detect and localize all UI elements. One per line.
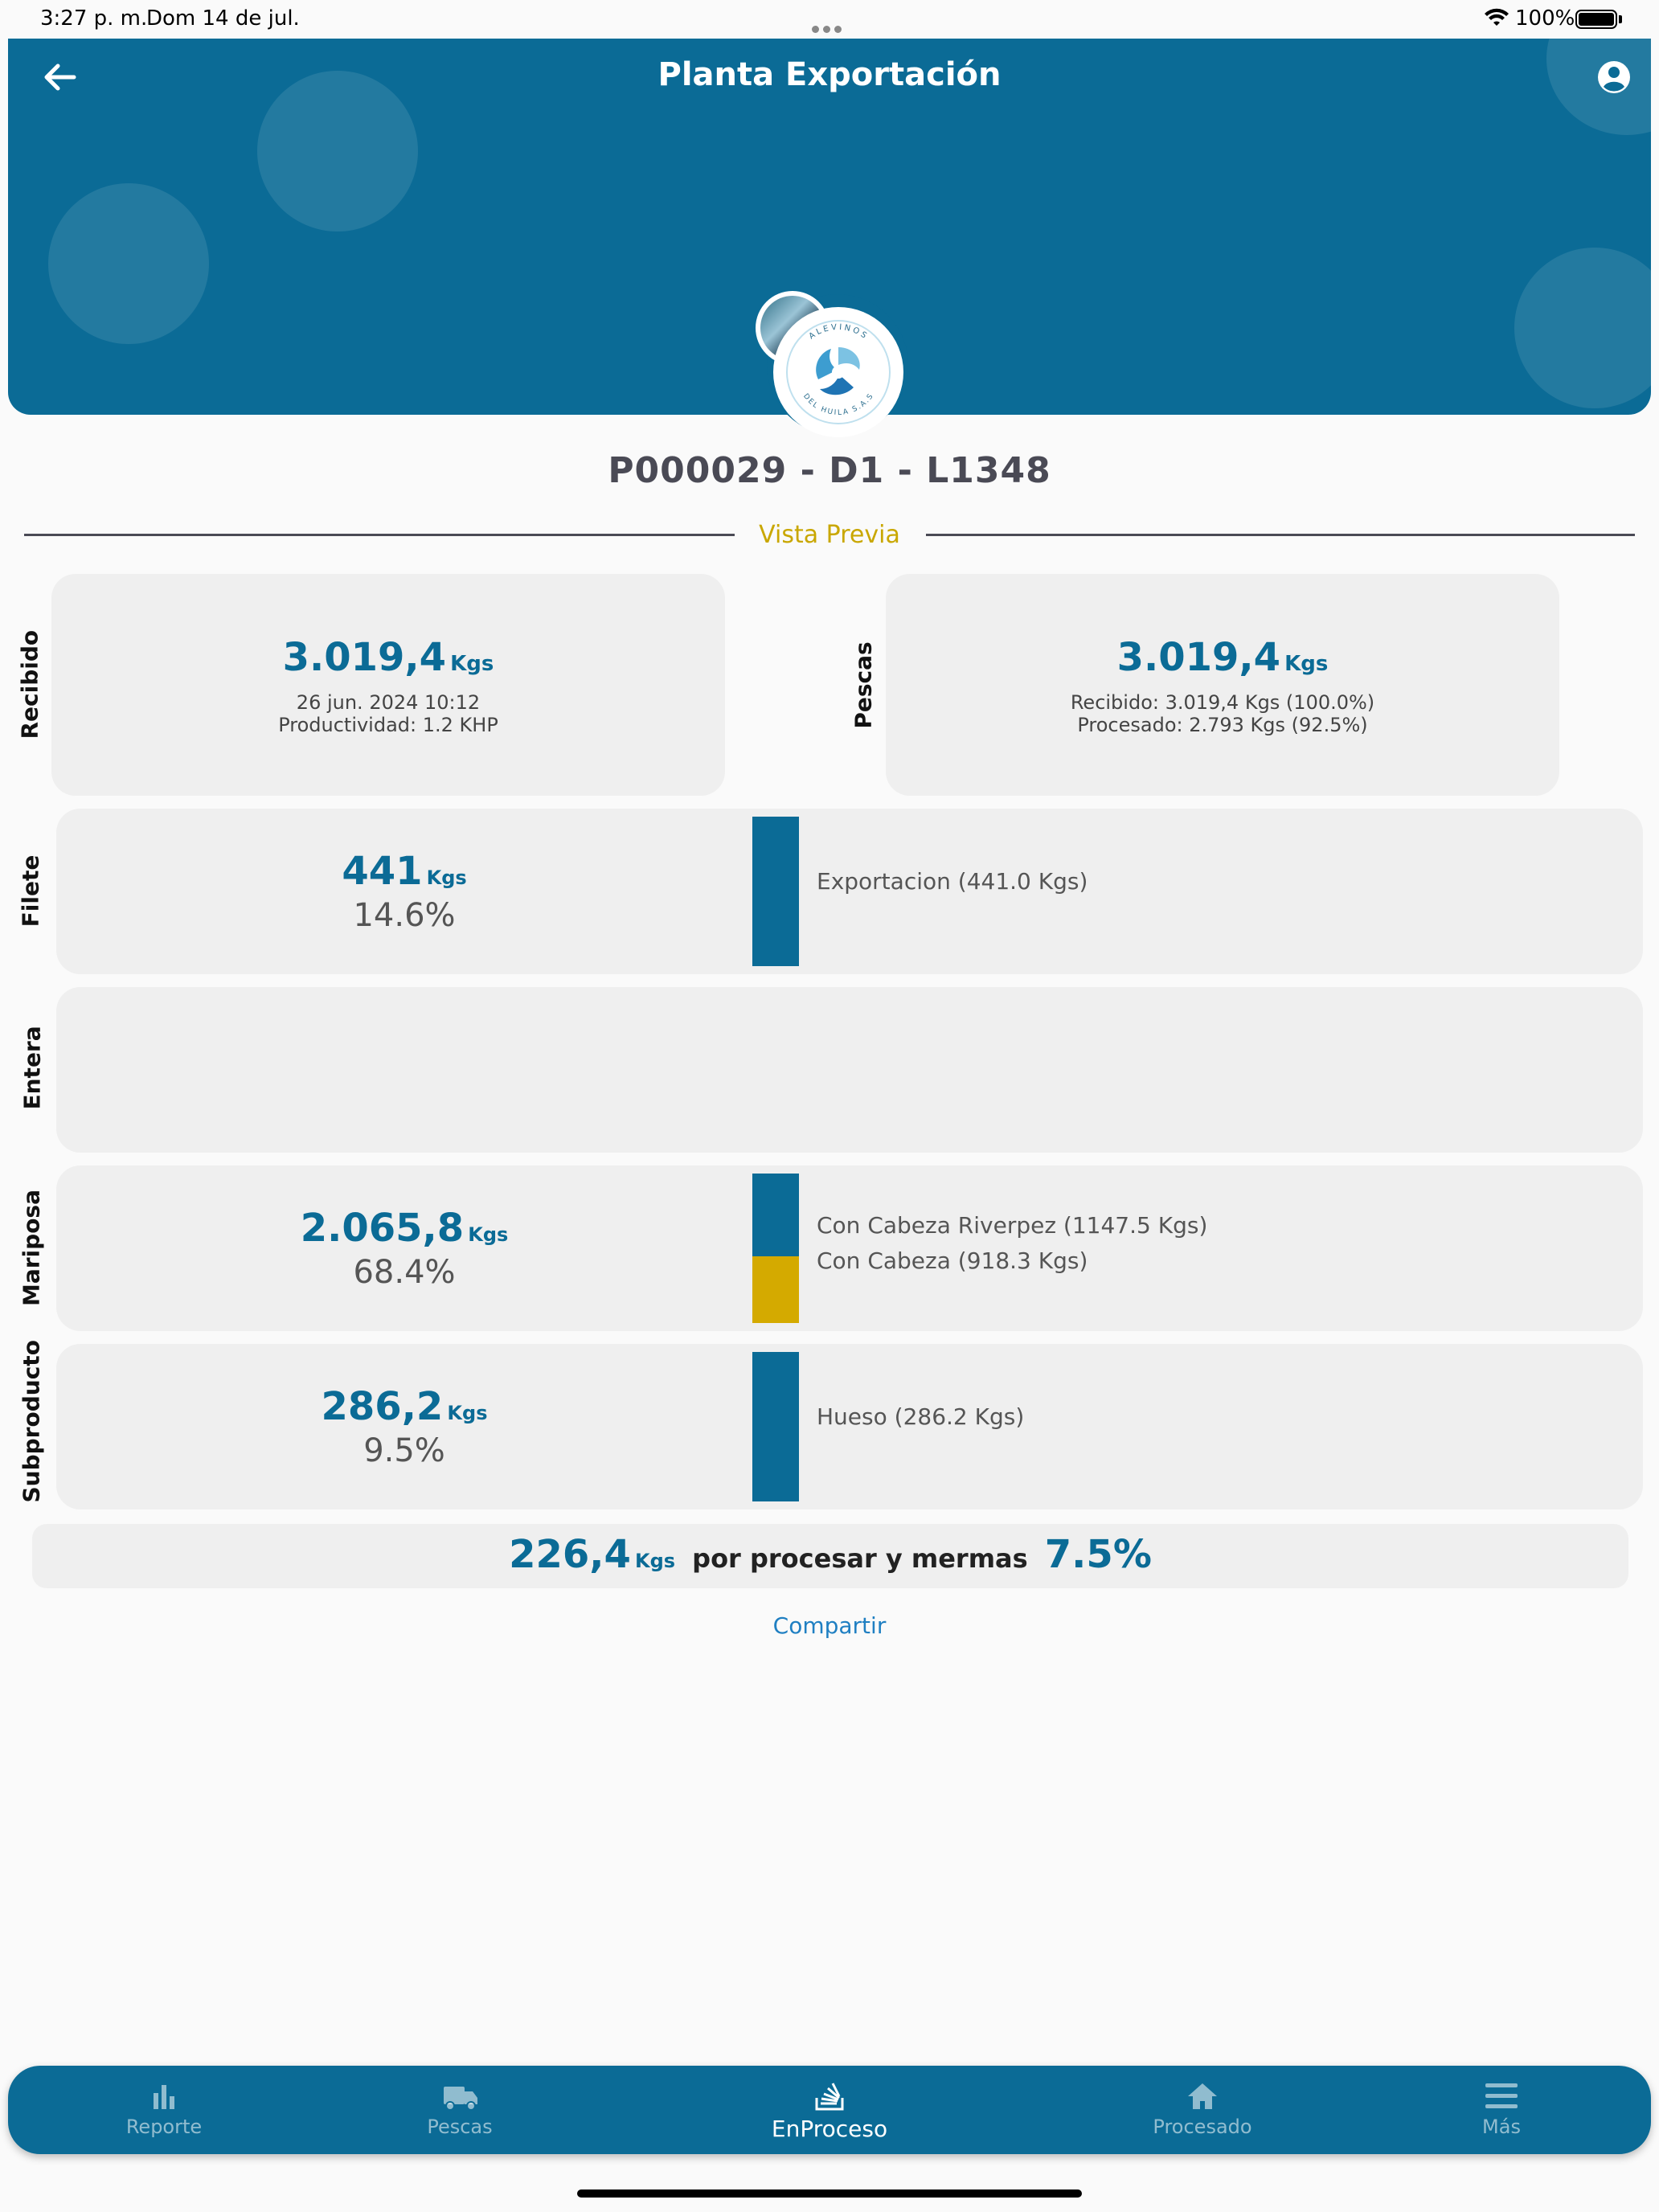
bottom-tab-bar: Reporte Pescas EnProceso Procesado Más: [8, 2066, 1651, 2154]
preview-label: Vista Previa: [759, 521, 900, 549]
menu-icon: [1485, 2083, 1518, 2108]
tab-pescas[interactable]: Pescas: [339, 2066, 580, 2154]
mariposa-side-label: Mariposa: [18, 1190, 45, 1307]
filete-legend-item: Exportacion (441.0 Kgs): [817, 868, 1088, 895]
share-button[interactable]: Compartir: [772, 1612, 887, 1639]
subproducto-unit: Kgs: [447, 1402, 488, 1424]
subproducto-value: 286,2: [321, 1384, 444, 1429]
svg-text:DEL HUILA S.A.S: DEL HUILA S.A.S: [801, 391, 876, 417]
status-bar: 3:27 p. m. Dom 14 de jul. 100%: [0, 0, 1659, 39]
battery-icon: [1575, 10, 1617, 29]
home-indicator: [577, 2189, 1082, 2198]
divider-left: [24, 534, 735, 536]
filete-card[interactable]: 441 Kgs 14.6% Exportacion (441.0 Kgs): [56, 809, 1643, 974]
filete-percent: 14.6%: [353, 897, 456, 934]
tab-pescas-label: Pescas: [427, 2116, 493, 2138]
mariposa-card[interactable]: 2.065,8 Kgs 68.4% Con Cabeza Riverpez (1…: [56, 1165, 1643, 1331]
battery-percent: 100%: [1515, 6, 1575, 31]
pescas-side-label: Pescas: [850, 641, 877, 729]
pescas-unit: Kgs: [1284, 652, 1329, 676]
stack-process-icon: [815, 2083, 844, 2111]
recibido-productivity: Productividad: 1.2 KHP: [278, 714, 498, 736]
recibido-date: 26 jun. 2024 10:12: [296, 691, 481, 714]
pescas-value: 3.019,4: [1116, 635, 1281, 680]
wifi-icon: [1485, 8, 1509, 26]
mariposa-stacked-bar: [752, 1174, 799, 1323]
summary-bar: 226,4 Kgs por procesar y mermas 7.5%: [32, 1524, 1628, 1588]
pescas-procesado: Procesado: 2.793 Kgs (92.5%): [1077, 714, 1368, 736]
divider-right: [926, 534, 1635, 536]
subproducto-card[interactable]: 286,2 Kgs 9.5% Hueso (286.2 Kgs): [56, 1344, 1643, 1509]
tab-procesado-label: Procesado: [1153, 2116, 1252, 2138]
entera-card[interactable]: [56, 987, 1643, 1153]
bar-chart-icon: [154, 2085, 174, 2109]
mariposa-unit: Kgs: [468, 1223, 509, 1246]
logo-text-bottom: DEL HUILA S.A.S: [801, 391, 875, 417]
page-title: Planta Exportación: [657, 56, 1002, 93]
subproducto-legend-item: Hueso (286.2 Kgs): [817, 1403, 1025, 1430]
multitask-dots-icon[interactable]: [812, 14, 847, 33]
filete-bar-segment: [752, 817, 799, 966]
pescas-recibido: Recibido: 3.019,4 Kgs (100.0%): [1070, 691, 1375, 714]
filete-side-label: Filete: [17, 854, 44, 928]
recibido-unit: Kgs: [450, 652, 494, 676]
mariposa-value: 2.065,8: [300, 1206, 465, 1251]
mariposa-legend-item-2: Con Cabeza (918.3 Kgs): [817, 1247, 1088, 1274]
pescas-card[interactable]: 3.019,4 Kgs Recibido: 3.019,4 Kgs (100.0…: [886, 574, 1559, 796]
subproducto-side-label: Subproducto: [18, 1340, 45, 1503]
tab-procesado[interactable]: Procesado: [1082, 2066, 1323, 2154]
company-logo: ALEVINOS DEL HUILA S.A.S: [773, 307, 903, 437]
summary-percent: 7.5%: [1044, 1532, 1152, 1577]
batch-code: P000029 - D1 - L1348: [608, 450, 1051, 491]
status-time: 3:27 p. m.: [40, 6, 148, 31]
summary-unit: Kgs: [635, 1550, 676, 1572]
home-icon: [1188, 2083, 1217, 2109]
tab-reporte-label: Reporte: [125, 2116, 203, 2138]
account-circle-icon: [1598, 61, 1630, 93]
subproducto-bar-segment: [752, 1352, 799, 1501]
mariposa-percent: 68.4%: [353, 1254, 456, 1291]
entera-side-label: Entera: [18, 1026, 46, 1110]
summary-text: por procesar y mermas: [692, 1543, 1028, 1574]
profile-button[interactable]: [1593, 56, 1635, 98]
arrow-left-icon: [44, 63, 76, 91]
tab-mas[interactable]: Más: [1381, 2066, 1622, 2154]
truck-icon: [444, 2087, 477, 2111]
recibido-card[interactable]: 3.019,4 Kgs 26 jun. 2024 10:12 Productiv…: [51, 574, 725, 796]
mariposa-bar-segment-2: [752, 1256, 799, 1323]
filete-unit: Kgs: [426, 866, 467, 889]
recibido-side-label: Recibido: [16, 629, 43, 739]
tab-mas-label: Más: [1482, 2116, 1521, 2138]
status-date: Dom 14 de jul.: [146, 6, 300, 31]
filete-value: 441: [342, 849, 423, 894]
mariposa-bar-segment-1: [752, 1174, 799, 1256]
back-button[interactable]: [35, 58, 84, 96]
mariposa-legend-item-1: Con Cabeza Riverpez (1147.5 Kgs): [817, 1212, 1208, 1239]
tab-reporte[interactable]: Reporte: [43, 2066, 285, 2154]
recibido-value: 3.019,4: [282, 635, 447, 680]
summary-value: 226,4: [509, 1532, 631, 1577]
tab-enproceso[interactable]: EnProceso: [709, 2066, 950, 2154]
subproducto-percent: 9.5%: [363, 1432, 445, 1469]
tab-enproceso-label: EnProceso: [771, 2116, 888, 2142]
